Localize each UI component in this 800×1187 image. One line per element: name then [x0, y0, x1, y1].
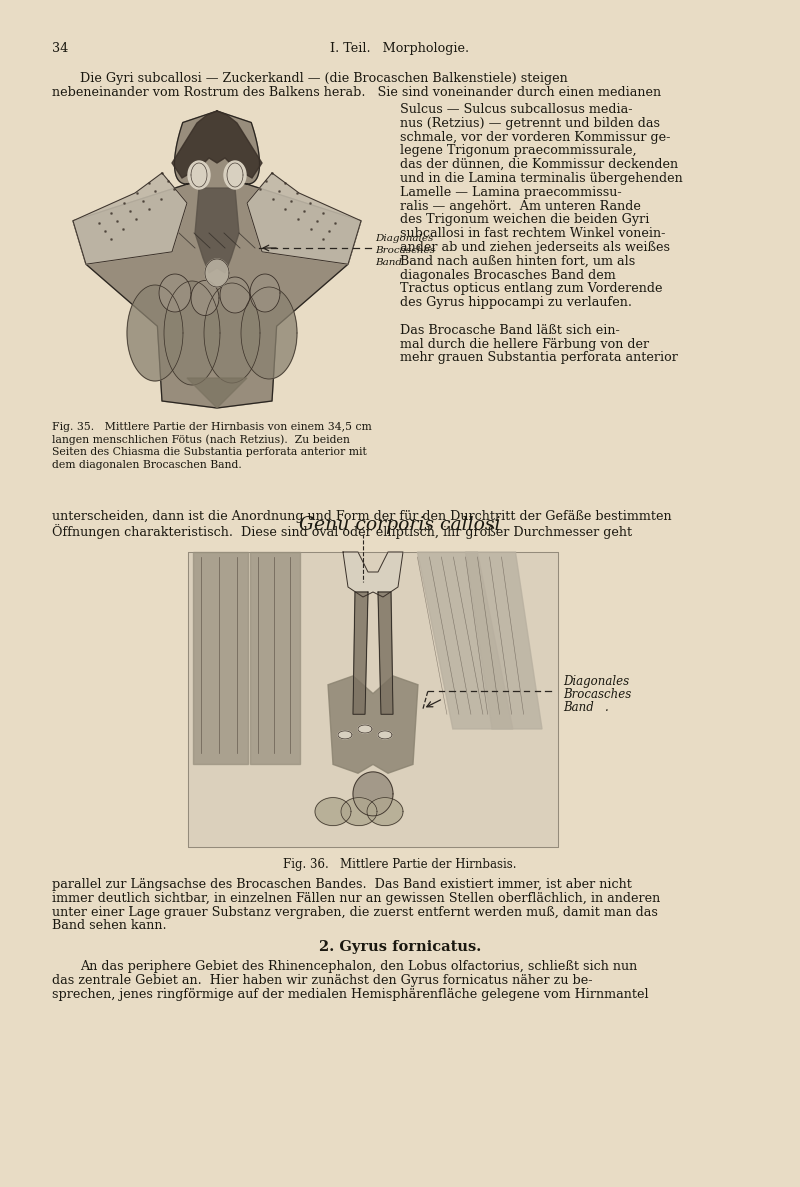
Polygon shape: [353, 772, 393, 815]
Text: Seiten des Chiasma die Substantia perforata anterior mit: Seiten des Chiasma die Substantia perfor…: [52, 447, 366, 457]
Text: nus (Retzius) — getrennt und bilden das: nus (Retzius) — getrennt und bilden das: [400, 116, 660, 129]
Polygon shape: [367, 798, 403, 826]
Ellipse shape: [188, 161, 210, 189]
Text: und in die Lamina terminalis übergehenden: und in die Lamina terminalis übergehende…: [400, 172, 682, 185]
Text: Band nach außen hinten fort, um als: Band nach außen hinten fort, um als: [400, 255, 635, 268]
Text: Diagonales: Diagonales: [563, 674, 629, 687]
Polygon shape: [188, 552, 558, 848]
Polygon shape: [191, 280, 219, 316]
Text: Diagonales: Diagonales: [375, 234, 434, 243]
Text: Sulcus — Sulcus subcallosus media-: Sulcus — Sulcus subcallosus media-: [400, 103, 633, 116]
Polygon shape: [220, 277, 250, 313]
Text: nebeneinander vom Rostrum des Balkens herab.   Sie sind voneinander durch einen : nebeneinander vom Rostrum des Balkens he…: [52, 85, 661, 99]
Text: Fig. 35.   Mittlere Partie der Hirnbasis von einem 34,5 cm: Fig. 35. Mittlere Partie der Hirnbasis v…: [52, 423, 372, 432]
Text: Brocasches: Brocasches: [375, 246, 435, 255]
Text: mal durch die hellere Färbung von der: mal durch die hellere Färbung von der: [400, 337, 649, 350]
Polygon shape: [205, 259, 229, 287]
Ellipse shape: [358, 725, 372, 734]
Polygon shape: [164, 281, 220, 385]
Text: Brocasches: Brocasches: [563, 687, 631, 700]
Text: Tractus opticus entlang zum Vorderende: Tractus opticus entlang zum Vorderende: [400, 283, 662, 296]
FancyBboxPatch shape: [188, 552, 558, 848]
Text: unter einer Lage grauer Substanz vergraben, die zuerst entfernt werden muß, dami: unter einer Lage grauer Substanz vergrab…: [52, 906, 658, 919]
Text: immer deutlich sichtbar, in einzelnen Fällen nur an gewissen Stellen oberflächli: immer deutlich sichtbar, in einzelnen Fä…: [52, 891, 660, 904]
Polygon shape: [315, 798, 351, 826]
Text: Öffnungen charakteristisch.  Diese sind oval oder elliptisch, ihr großer Durchme: Öffnungen charakteristisch. Diese sind o…: [52, 523, 632, 539]
Polygon shape: [328, 675, 418, 773]
Ellipse shape: [338, 731, 352, 738]
Polygon shape: [247, 173, 361, 265]
Text: Die Gyri subcallosi — Zuckerkandl — (die Brocaschen Balkenstiele) steigen: Die Gyri subcallosi — Zuckerkandl — (die…: [80, 72, 568, 85]
Ellipse shape: [224, 161, 246, 189]
Polygon shape: [193, 552, 248, 764]
Polygon shape: [204, 283, 260, 383]
Polygon shape: [353, 592, 368, 715]
Polygon shape: [159, 274, 191, 312]
Text: Band   .: Band .: [563, 700, 609, 713]
Polygon shape: [341, 798, 377, 826]
Polygon shape: [73, 112, 361, 408]
Text: mehr grauen Substantia perforata anterior: mehr grauen Substantia perforata anterio…: [400, 351, 678, 364]
Ellipse shape: [378, 731, 392, 738]
Text: Band sehen kann.: Band sehen kann.: [52, 920, 166, 933]
Polygon shape: [127, 285, 183, 381]
Text: sprechen, jenes ringförmige auf der medialen Hemisphärenfläche gelegene vom Hirn: sprechen, jenes ringförmige auf der medi…: [52, 988, 649, 1001]
Text: langen menschlichen Fötus (nach Retzius).  Zu beiden: langen menschlichen Fötus (nach Retzius)…: [52, 434, 350, 445]
Polygon shape: [343, 552, 403, 597]
Polygon shape: [172, 112, 262, 178]
Text: diagonales Brocasches Band dem: diagonales Brocasches Band dem: [400, 268, 616, 281]
Polygon shape: [378, 592, 393, 715]
Text: 34: 34: [52, 42, 68, 55]
Polygon shape: [73, 173, 187, 265]
Text: subcallosi in fast rechtem Winkel vonein-: subcallosi in fast rechtem Winkel vonein…: [400, 227, 666, 240]
Polygon shape: [241, 287, 297, 379]
Text: unterscheiden, dann ist die Anordnung und Form der für den Durchtritt der Gefäße: unterscheiden, dann ist die Anordnung un…: [52, 510, 672, 523]
Polygon shape: [250, 552, 300, 764]
Text: des Gyrus hippocampi zu verlaufen.: des Gyrus hippocampi zu verlaufen.: [400, 297, 632, 309]
Text: schmale, vor der vorderen Kommissur ge-: schmale, vor der vorderen Kommissur ge-: [400, 131, 670, 144]
Polygon shape: [187, 377, 247, 408]
Text: Fig. 36.   Mittlere Partie der Hirnbasis.: Fig. 36. Mittlere Partie der Hirnbasis.: [283, 858, 517, 871]
Text: I. Teil.   Morphologie.: I. Teil. Morphologie.: [330, 42, 470, 55]
Text: ralis — angehört.  Am unteren Rande: ralis — angehört. Am unteren Rande: [400, 199, 641, 212]
Text: des Trigonum weichen die beiden Gyri: des Trigonum weichen die beiden Gyri: [400, 214, 650, 227]
Text: das zentrale Gebiet an.  Hier haben wir zunächst den Gyrus fornicatus näher zu b: das zentrale Gebiet an. Hier haben wir z…: [52, 973, 593, 986]
Text: ander ab und ziehen jederseits als weißes: ander ab und ziehen jederseits als weiße…: [400, 241, 670, 254]
Polygon shape: [466, 552, 542, 729]
Text: legene Trigonum praecommissurale,: legene Trigonum praecommissurale,: [400, 145, 637, 158]
Polygon shape: [250, 274, 280, 312]
Text: Band: Band: [375, 258, 402, 267]
Text: das der dünnen, die Kommissur deckenden: das der dünnen, die Kommissur deckenden: [400, 158, 678, 171]
Text: An das periphere Gebiet des Rhinencephalon, den Lobus olfactorius, schließt sich: An das periphere Gebiet des Rhinencephal…: [80, 960, 638, 973]
Text: Lamelle — Lamina praecommissu-: Lamelle — Lamina praecommissu-: [400, 186, 622, 198]
Text: Das Brocasche Band läßt sich ein-: Das Brocasche Band läßt sich ein-: [400, 324, 620, 337]
Polygon shape: [195, 188, 239, 273]
Text: 2. Gyrus fornicatus.: 2. Gyrus fornicatus.: [319, 940, 481, 954]
Text: parallel zur Längsachse des Brocaschen Bandes.  Das Band existiert immer, ist ab: parallel zur Längsachse des Brocaschen B…: [52, 878, 632, 891]
Text: Genu corporis callosi: Genu corporis callosi: [299, 516, 501, 534]
Text: dem diagonalen Brocaschen Band.: dem diagonalen Brocaschen Band.: [52, 459, 242, 470]
Polygon shape: [418, 552, 513, 729]
